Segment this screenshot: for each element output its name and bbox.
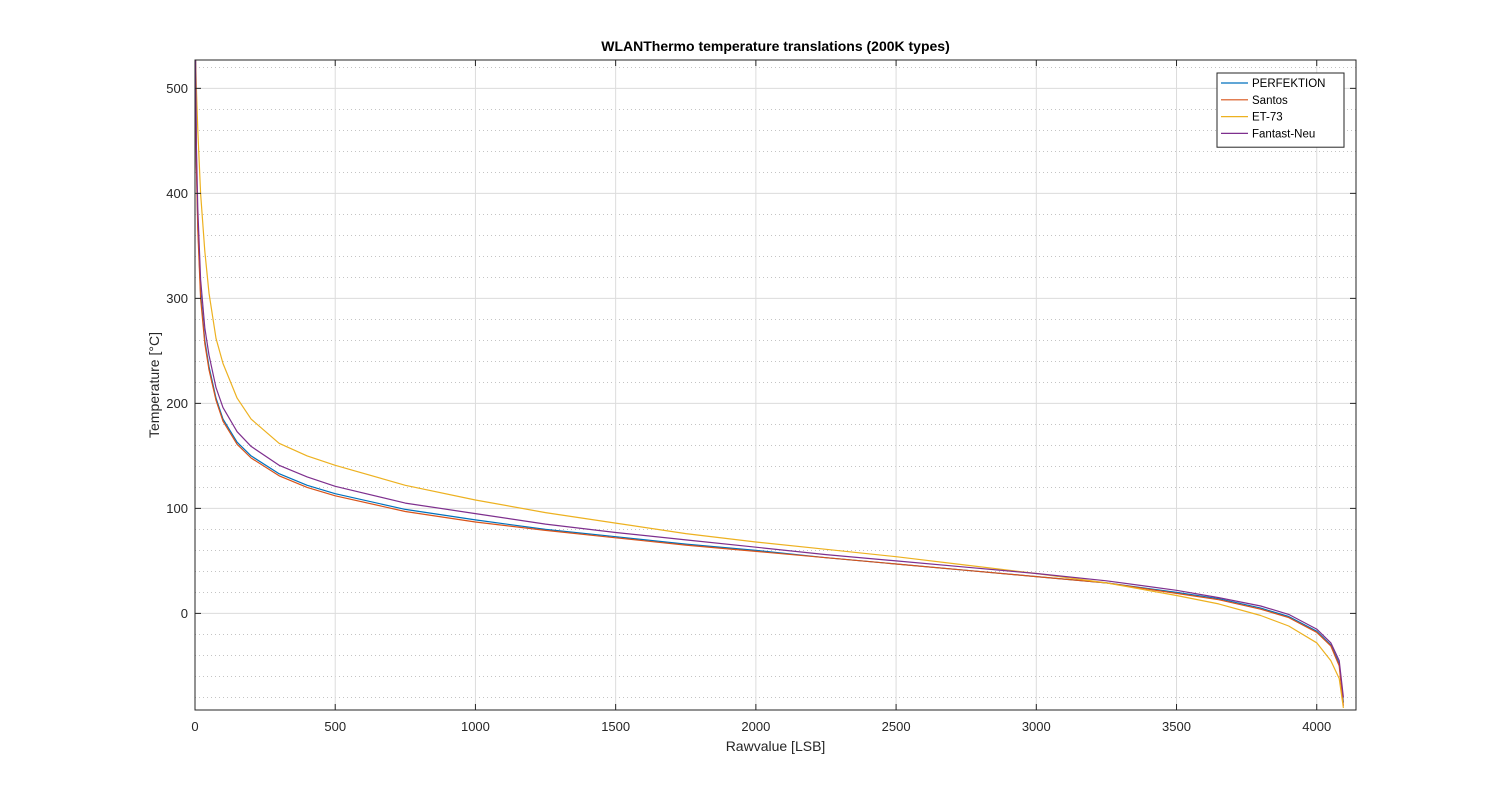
series-line-fantast-neu <box>195 59 1344 698</box>
x-tick-label: 3000 <box>1022 719 1051 734</box>
x-tick-label: 4000 <box>1302 719 1331 734</box>
y-axis-title: Temperature [°C] <box>146 332 162 438</box>
series-layer <box>195 59 1344 708</box>
y-tick-label: 100 <box>166 501 188 516</box>
chart-title: WLANThermo temperature translations (200… <box>601 38 950 54</box>
y-tick-label: 300 <box>166 291 188 306</box>
minor-grid <box>195 66 1356 698</box>
major-grid <box>194 60 1356 710</box>
y-tick-label: 0 <box>181 606 188 621</box>
legend-entry-label: PERFEKTION <box>1252 78 1325 90</box>
plot-area <box>195 60 1356 710</box>
x-tick-label: 2500 <box>882 719 911 734</box>
legend-entry-label: ET-73 <box>1252 112 1283 124</box>
legend-box <box>1216 72 1345 148</box>
series-line-et-73 <box>195 59 1344 708</box>
y-tick-label: 400 <box>166 186 188 201</box>
legend-entry-label: Santos <box>1252 95 1288 107</box>
series-line-santos <box>195 67 1344 706</box>
x-tick-label: 1000 <box>461 719 490 734</box>
axis-tick-labels: 0 500 1000 1500 2000 2500 3000 3500 4000 0 100 200 3… <box>166 81 1331 734</box>
legend: PERFEKTION Santos ET-73 Fantast-Neu <box>1216 72 1345 148</box>
x-tick-label: 2000 <box>741 719 770 734</box>
series-line-perfektion <box>195 59 1344 703</box>
x-axis-title: Rawvalue [LSB] <box>726 738 826 754</box>
plot-frame <box>194 59 1357 711</box>
x-tick-label: 3500 <box>1162 719 1191 734</box>
x-tick-label: 1500 <box>601 719 630 734</box>
y-tick-label: 200 <box>166 396 188 411</box>
x-tick-label: 0 <box>191 719 198 734</box>
x-tick-label: 500 <box>324 719 346 734</box>
y-tick-label: 500 <box>166 81 188 96</box>
legend-entry-label: Fantast-Neu <box>1252 128 1315 140</box>
axis-ticks <box>194 60 1356 710</box>
